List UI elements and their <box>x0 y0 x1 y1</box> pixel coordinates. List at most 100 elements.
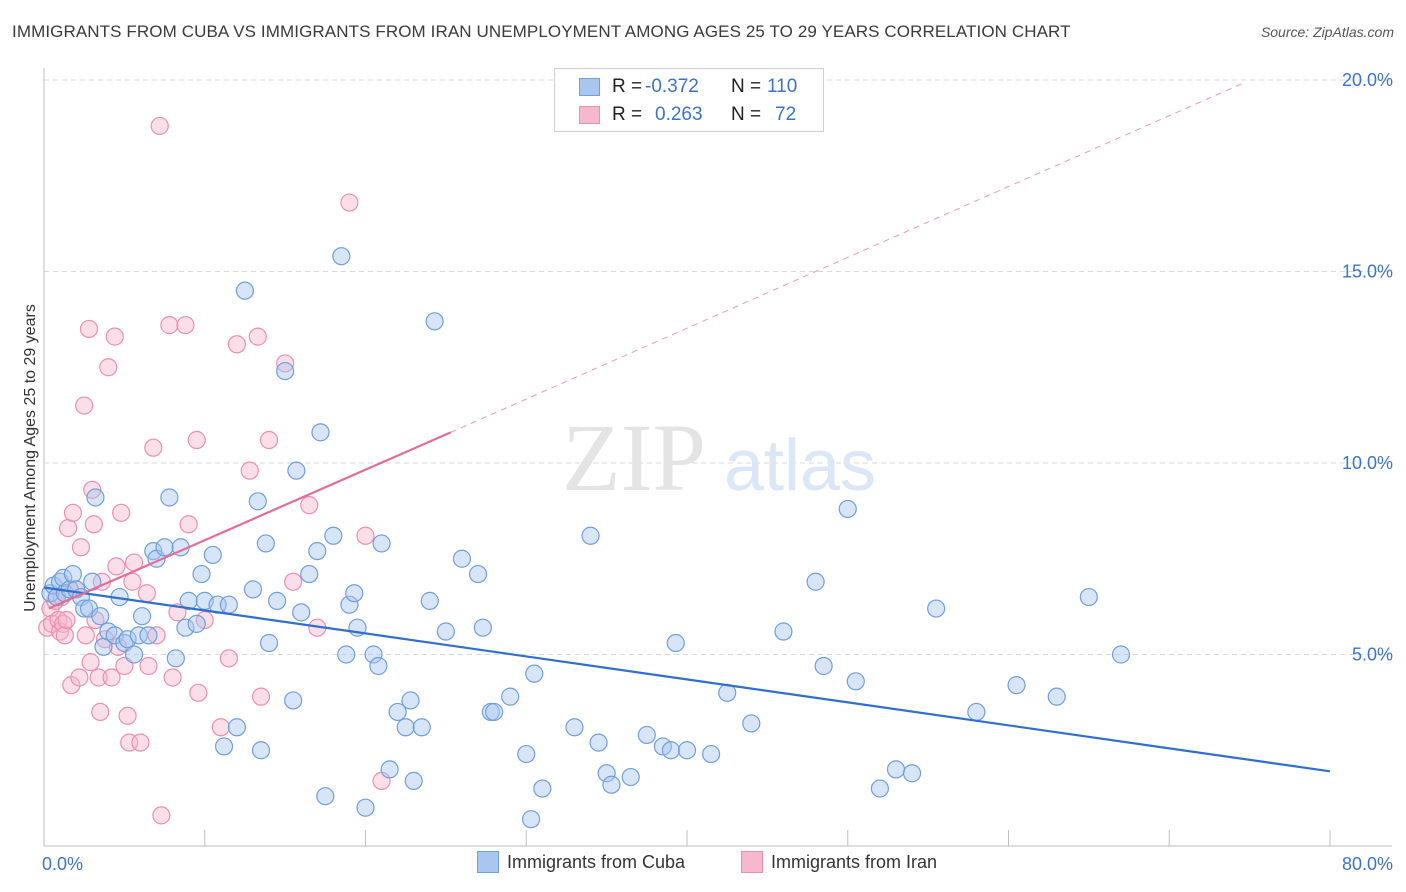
point-iran <box>189 683 208 702</box>
point-cuba <box>485 702 504 722</box>
point-cuba <box>139 626 158 645</box>
point-cuba <box>155 538 174 557</box>
legend-swatch-iran <box>741 851 763 874</box>
point-cuba <box>227 718 246 737</box>
point-cuba <box>316 787 335 806</box>
point-iran <box>79 319 99 339</box>
point-cuba <box>86 488 105 507</box>
point-iran <box>251 687 271 706</box>
point-iran <box>160 316 179 335</box>
point-cuba <box>838 499 857 519</box>
point-iran <box>71 538 91 557</box>
point-cuba <box>886 760 906 779</box>
point-cuba <box>369 656 388 676</box>
point-cuba <box>54 568 73 588</box>
point-cuba <box>517 744 536 764</box>
point-cuba <box>160 488 179 507</box>
stats-swatch-iran <box>579 106 600 124</box>
point-cuba <box>337 645 356 664</box>
point-iran <box>340 193 359 212</box>
y-axis-label: Unemployment Among Ages 25 to 29 years <box>22 304 39 612</box>
point-iran <box>63 503 83 522</box>
point-cuba <box>806 572 825 591</box>
point-cuba <box>324 526 343 545</box>
stats-box: R = -0.372 N = 110 R = 0.263 N = 72 <box>554 68 824 132</box>
legend-label-cuba: Immigrants from Cuba <box>507 851 686 872</box>
point-iran <box>144 438 163 457</box>
point-cuba <box>521 810 541 829</box>
point-iran <box>240 461 259 480</box>
point-iran <box>227 335 246 354</box>
point-cuba <box>666 633 685 653</box>
point-cuba <box>248 492 267 511</box>
point-cuba <box>300 564 319 584</box>
trend-lines <box>43 83 1331 773</box>
point-cuba <box>219 595 238 614</box>
point-iran <box>76 626 95 645</box>
point-iran <box>300 496 319 515</box>
point-cuba <box>621 767 640 787</box>
point-iran <box>248 327 267 346</box>
point-iran <box>137 584 156 603</box>
stats-r-label-cuba: R = <box>612 76 643 97</box>
y-tick-label: 5.0% <box>1352 645 1393 665</box>
stats-swatch-cuba <box>579 78 600 96</box>
point-cuba <box>251 741 271 760</box>
point-cuba <box>372 534 391 553</box>
point-iran <box>81 653 100 672</box>
point-cuba <box>870 779 890 798</box>
stats-r-label-iran: R = <box>612 104 643 125</box>
series-cuba <box>41 247 1131 829</box>
point-cuba <box>166 649 185 668</box>
point-cuba <box>501 687 520 706</box>
point-cuba <box>525 664 544 683</box>
point-cuba <box>473 618 492 637</box>
series-iran <box>38 116 391 825</box>
legend-item-cuba[interactable]: Immigrants from Cuba <box>477 851 685 875</box>
point-cuba <box>565 718 584 737</box>
point-cuba <box>637 725 656 745</box>
point-iran <box>70 668 89 687</box>
point-iran <box>75 396 94 415</box>
y-tick-label: 10.0% <box>1342 453 1393 473</box>
point-cuba <box>332 247 351 266</box>
trend-line-iran <box>48 431 452 610</box>
point-iran <box>105 327 124 346</box>
stats-r-value-cuba: -0.372 <box>645 76 699 97</box>
point-cuba <box>420 591 439 610</box>
point-cuba <box>256 534 275 553</box>
point-cuba <box>927 599 946 618</box>
point-cuba <box>846 672 865 691</box>
point-iran <box>55 626 74 645</box>
point-cuba <box>597 764 616 783</box>
source-label: Source: ZipAtlas.com <box>1260 24 1394 40</box>
point-cuba <box>292 603 311 622</box>
point-cuba <box>192 564 211 584</box>
point-iran <box>179 515 198 534</box>
point-cuba <box>364 645 383 664</box>
legend-item-iran[interactable]: Immigrants from Iran <box>741 851 937 875</box>
point-iran <box>284 572 303 591</box>
point-iran <box>150 116 169 136</box>
point-cuba <box>404 771 423 790</box>
point-cuba <box>589 733 608 752</box>
point-cuba <box>187 614 206 633</box>
y-tick-label: 20.0% <box>1342 70 1393 90</box>
point-cuba <box>412 718 431 737</box>
point-cuba <box>259 633 279 653</box>
point-iran <box>176 316 195 335</box>
point-iran <box>102 668 121 687</box>
legend-swatch-cuba <box>477 851 499 874</box>
gridlines <box>44 79 1392 655</box>
point-cuba <box>287 461 306 480</box>
point-iran <box>118 706 137 725</box>
chart-title: IMMIGRANTS FROM CUBA VS IMMIGRANTS FROM … <box>12 22 1071 41</box>
x-tick-label: 80.0% <box>1342 854 1393 874</box>
point-cuba <box>124 645 144 664</box>
x-tick-label: 0.0% <box>42 854 83 874</box>
stats-n-value-cuba: 110 <box>767 76 798 97</box>
point-cuba <box>677 741 697 760</box>
point-cuba <box>75 599 94 618</box>
stats-row-cuba: R = -0.372 N = 110 <box>555 73 823 101</box>
point-cuba <box>340 595 359 614</box>
